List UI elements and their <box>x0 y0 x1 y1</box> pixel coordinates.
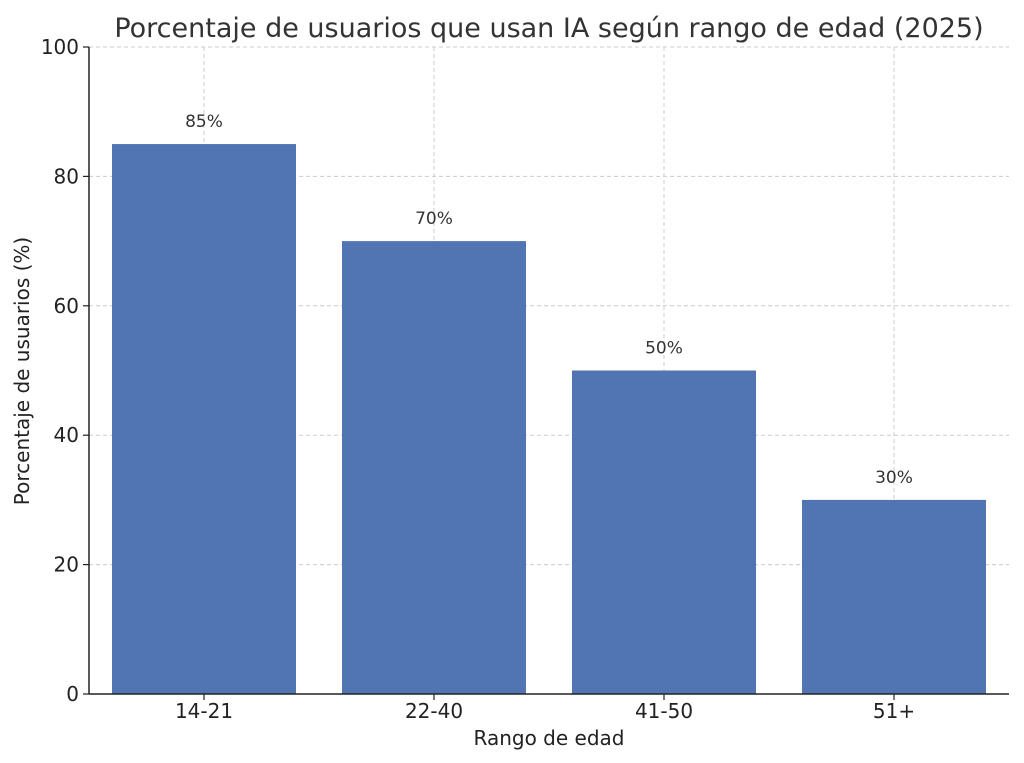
x-tick-label-41-50: 41-50 <box>635 699 693 723</box>
y-axis-ticks: 0 20 40 60 80 100 <box>41 35 89 706</box>
axes <box>88 47 1009 695</box>
y-tick-label: 60 <box>54 294 79 318</box>
y-tick-label: 100 <box>41 35 79 59</box>
y-tick-label: 40 <box>54 423 79 447</box>
y-axis-label: Porcentaje de usuarios (%) <box>10 237 34 505</box>
chart-title: Porcentaje de usuarios que usan IA según… <box>114 13 983 44</box>
bar-41-50 <box>572 370 756 694</box>
data-label-14-21: 85% <box>185 112 223 132</box>
data-label-51+: 30% <box>875 468 913 488</box>
x-tick-label-51+: 51+ <box>873 699 915 723</box>
bars <box>112 144 986 695</box>
data-label-41-50: 50% <box>645 339 683 359</box>
x-axis-label: Rango de edad <box>474 726 625 750</box>
y-tick-label: 80 <box>54 164 79 188</box>
x-axis-ticks: 14-21 22-40 41-50 51+ <box>175 694 915 723</box>
bar-51+ <box>802 499 986 694</box>
x-tick-label-14-21: 14-21 <box>175 699 233 723</box>
data-label-22-40: 70% <box>415 209 453 229</box>
bar-22-40 <box>342 241 526 694</box>
y-tick-label: 0 <box>66 682 79 706</box>
data-labels: 85% 70% 50% 30% <box>185 112 913 488</box>
y-tick-label: 20 <box>54 553 79 577</box>
x-tick-label-22-40: 22-40 <box>405 699 463 723</box>
bar-14-21 <box>112 144 296 695</box>
